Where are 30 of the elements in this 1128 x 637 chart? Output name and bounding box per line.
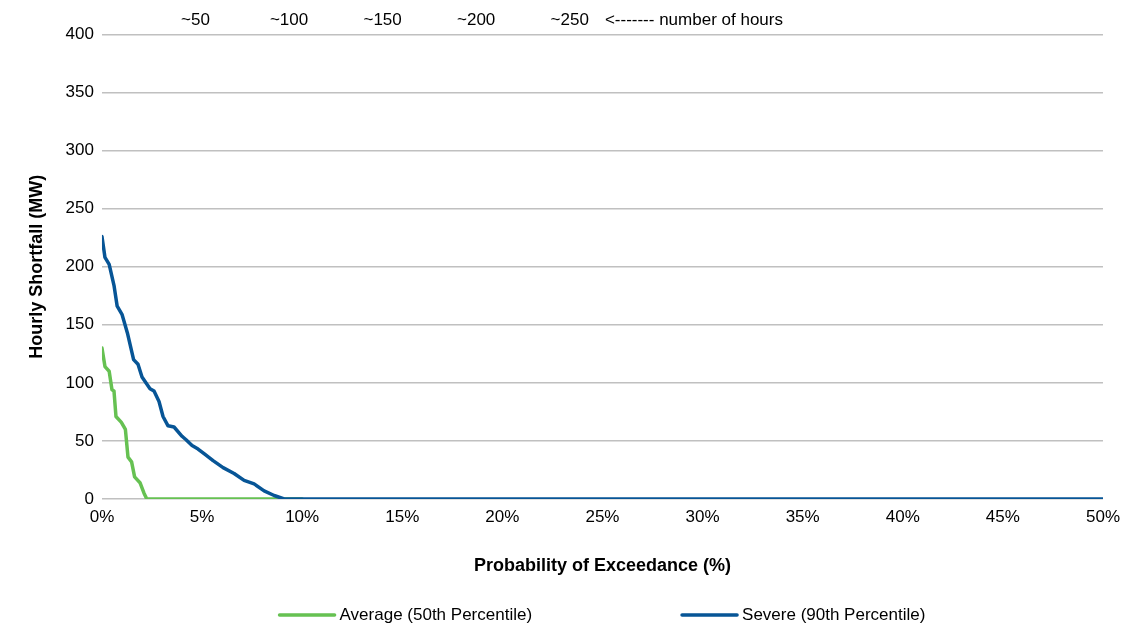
legend-label: Severe (90th Percentile) [742, 604, 926, 624]
x-tick-label: 15% [385, 506, 420, 526]
x2-tick-label: ~250 [550, 9, 589, 29]
y-tick-label: 0 [84, 488, 94, 508]
y-tick-label: 400 [65, 24, 94, 44]
y-tick-label: 250 [65, 198, 94, 218]
x2-axis-title: <------- number of hours [604, 9, 783, 29]
x2-tick-label: ~200 [457, 9, 496, 29]
x-tick-label: 35% [785, 506, 820, 526]
x-axis-title: Probability of Exceedance (%) [473, 555, 732, 576]
x-tick-label: 45% [985, 506, 1020, 526]
x-tick-label: 20% [485, 506, 520, 526]
x-tick-label: 5% [189, 506, 215, 526]
y-tick-label: 350 [65, 82, 94, 102]
x2-tick-label: ~50 [181, 9, 210, 29]
x-tick-label: 40% [885, 506, 920, 526]
y-tick-label: 50 [75, 430, 94, 450]
y-tick-label: 100 [65, 372, 94, 392]
x-tick-label: 25% [585, 506, 620, 526]
y-tick-label: 150 [65, 314, 94, 334]
legend-label: Average (50th Percentile) [339, 604, 533, 624]
y-tick-label: 300 [65, 140, 94, 160]
x-tick-label: 30% [685, 506, 720, 526]
y-tick-label: 200 [65, 256, 94, 276]
y-axis-title: Hourly Shortfall (MW) [25, 174, 46, 359]
x-tick-label: 10% [285, 506, 320, 526]
x2-tick-label: ~100 [269, 9, 309, 29]
x-tick-label: 50% [1085, 506, 1120, 526]
x2-tick-label: ~150 [363, 9, 402, 29]
x-tick-label: 0% [89, 506, 115, 526]
